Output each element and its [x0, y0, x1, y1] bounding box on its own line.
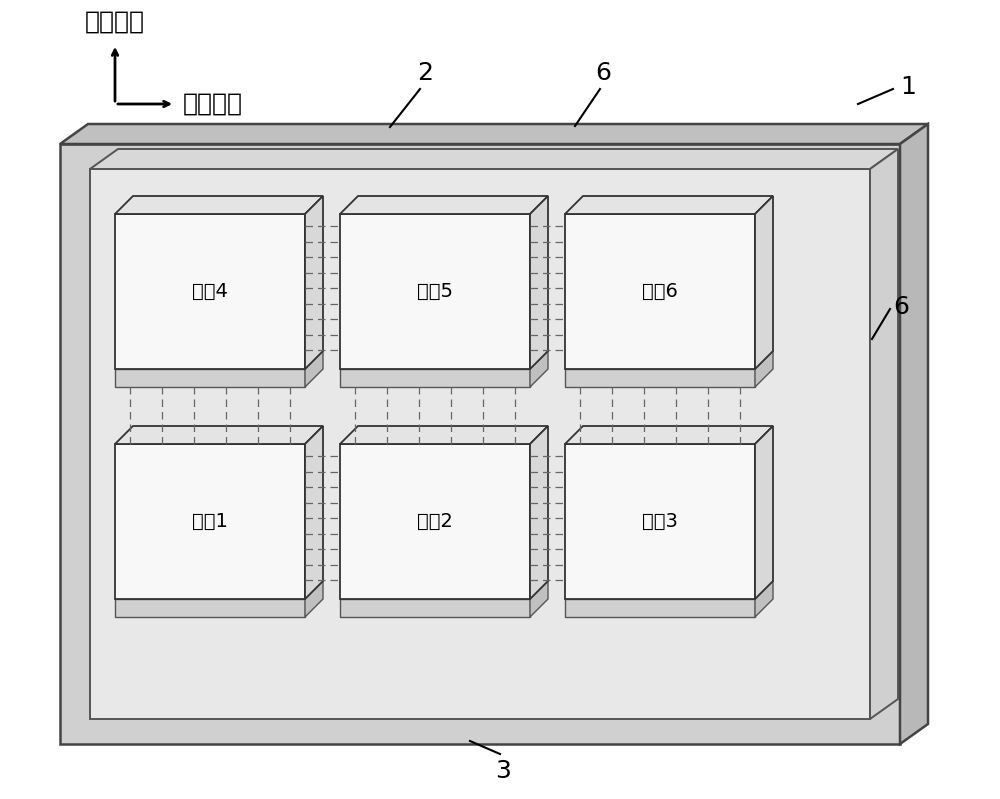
- Polygon shape: [340, 444, 530, 599]
- Polygon shape: [565, 444, 755, 599]
- Text: 1: 1: [900, 75, 916, 99]
- Text: 裸片2: 裸片2: [417, 512, 453, 531]
- Text: 裸片3: 裸片3: [642, 512, 678, 531]
- Polygon shape: [340, 581, 548, 599]
- Polygon shape: [755, 351, 773, 387]
- Text: 3: 3: [495, 759, 511, 783]
- Polygon shape: [755, 426, 773, 599]
- Polygon shape: [90, 149, 898, 169]
- Polygon shape: [305, 426, 323, 599]
- Polygon shape: [340, 426, 548, 444]
- Text: 第二方向: 第二方向: [85, 10, 145, 34]
- Polygon shape: [60, 144, 900, 744]
- Polygon shape: [90, 169, 870, 719]
- Polygon shape: [340, 214, 530, 369]
- Polygon shape: [530, 196, 548, 369]
- Text: 6: 6: [893, 295, 909, 319]
- Text: 6: 6: [595, 61, 611, 85]
- Polygon shape: [755, 196, 773, 369]
- Polygon shape: [115, 426, 323, 444]
- Text: 2: 2: [417, 61, 433, 85]
- Polygon shape: [115, 599, 305, 617]
- Polygon shape: [870, 149, 898, 719]
- Polygon shape: [565, 369, 755, 387]
- Polygon shape: [565, 351, 773, 369]
- Polygon shape: [530, 581, 548, 617]
- Polygon shape: [565, 599, 755, 617]
- Polygon shape: [115, 214, 305, 369]
- Polygon shape: [340, 196, 548, 214]
- Polygon shape: [305, 196, 323, 369]
- Text: 裸片4: 裸片4: [192, 282, 228, 301]
- Polygon shape: [565, 214, 755, 369]
- Polygon shape: [530, 426, 548, 599]
- Polygon shape: [340, 351, 548, 369]
- Polygon shape: [565, 581, 773, 599]
- Polygon shape: [305, 351, 323, 387]
- Polygon shape: [565, 426, 773, 444]
- Polygon shape: [340, 369, 530, 387]
- Polygon shape: [755, 581, 773, 617]
- Polygon shape: [900, 124, 928, 744]
- Text: 裸片5: 裸片5: [417, 282, 453, 301]
- Text: 裸片1: 裸片1: [192, 512, 228, 531]
- Polygon shape: [305, 581, 323, 617]
- Text: 裸片6: 裸片6: [642, 282, 678, 301]
- Polygon shape: [115, 351, 323, 369]
- Polygon shape: [60, 124, 928, 144]
- Text: 第一方向: 第一方向: [183, 92, 243, 116]
- Polygon shape: [565, 196, 773, 214]
- Polygon shape: [115, 581, 323, 599]
- Polygon shape: [530, 351, 548, 387]
- Polygon shape: [115, 369, 305, 387]
- Polygon shape: [340, 599, 530, 617]
- Polygon shape: [115, 196, 323, 214]
- Polygon shape: [115, 444, 305, 599]
